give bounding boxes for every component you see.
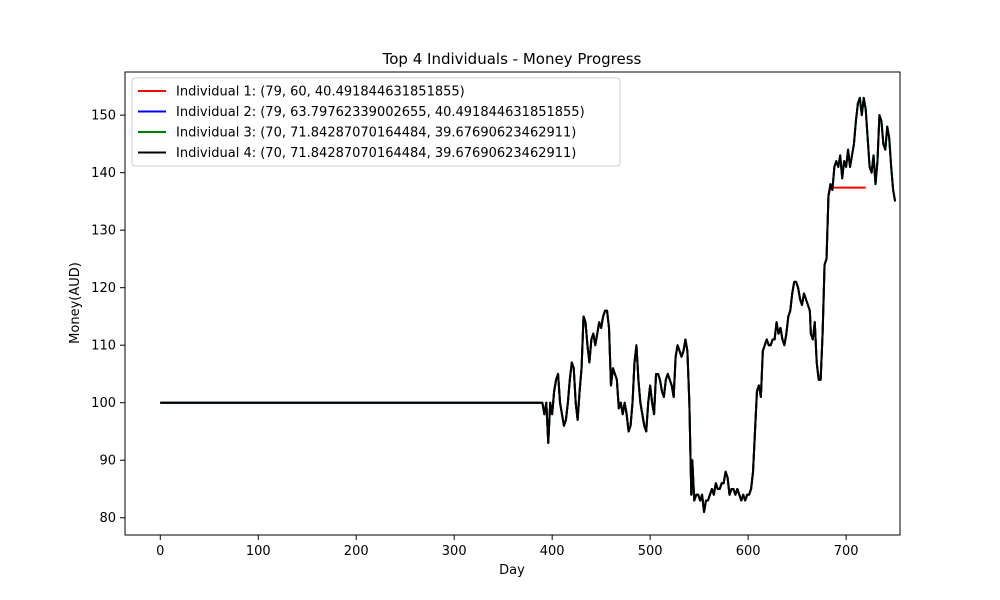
y-tick-label: 100 <box>91 396 116 411</box>
x-tick-label: 200 <box>344 544 369 559</box>
chart-title: Top 4 Individuals - Money Progress <box>382 50 642 68</box>
plot-frame <box>124 71 901 536</box>
legend-entry: Individual 2: (79, 63.79762339002655, 40… <box>176 105 585 120</box>
x-tick-label: 400 <box>540 544 565 559</box>
legend: Individual 1: (79, 60, 40.49184463185185… <box>131 77 621 167</box>
y-tick-label: 110 <box>91 339 116 354</box>
y-tick-label: 90 <box>99 454 116 469</box>
x-tick-label: 600 <box>736 544 761 559</box>
legend-entry: Individual 1: (79, 60, 40.49184463185185… <box>176 85 465 100</box>
y-tick-label: 140 <box>91 166 116 181</box>
x-axis-label: Day <box>499 563 525 578</box>
legend-box <box>131 77 621 167</box>
legend-entry: Individual 4: (70, 71.84287070164484, 39… <box>176 146 576 161</box>
y-tick-label: 80 <box>99 511 116 526</box>
plot-area <box>160 96 897 513</box>
y-tick-label: 150 <box>91 109 116 124</box>
x-tick-label: 300 <box>442 544 467 559</box>
y-tick-label: 130 <box>91 224 116 239</box>
x-axis-ticks: 0 100 200 300 400 500 600 700 <box>156 535 859 559</box>
y-axis-ticks: 80 90 100 110 120 130 140 150 <box>91 109 125 526</box>
y-tick-label: 120 <box>91 281 116 296</box>
x-tick-label: 100 <box>246 544 271 559</box>
x-tick-label: 700 <box>834 544 859 559</box>
y-axis-label: Money(AUD) <box>68 262 83 344</box>
series-line-4 <box>160 96 897 513</box>
legend-entry: Individual 3: (70, 71.84287070164484, 39… <box>176 126 576 141</box>
x-tick-label: 500 <box>638 544 663 559</box>
x-tick-label: 0 <box>156 544 164 559</box>
